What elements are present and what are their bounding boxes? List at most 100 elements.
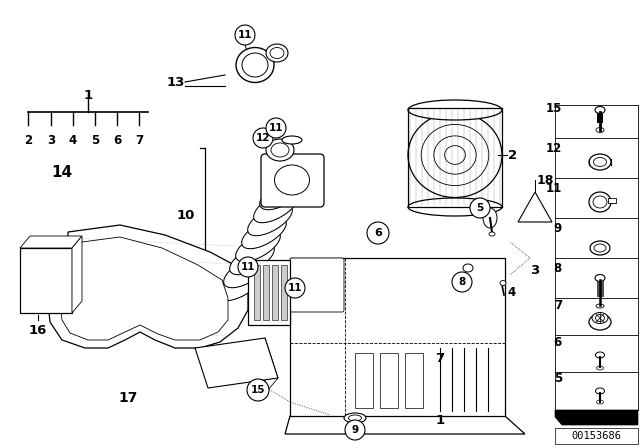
Circle shape [253,128,273,148]
Text: 2: 2 [508,148,517,161]
Ellipse shape [242,217,286,249]
Text: 5: 5 [91,134,99,147]
Ellipse shape [595,352,605,358]
Text: 7: 7 [554,298,562,311]
Ellipse shape [271,143,289,157]
Circle shape [452,272,472,292]
Ellipse shape [489,232,495,236]
Text: 14: 14 [51,164,72,180]
Text: 1: 1 [83,89,93,102]
Text: 15: 15 [546,102,562,115]
Text: 17: 17 [118,391,138,405]
Ellipse shape [236,230,280,262]
Polygon shape [20,236,82,248]
Text: !: ! [532,208,537,218]
Text: 11: 11 [269,123,284,133]
Circle shape [470,198,490,218]
Text: 13: 13 [166,76,185,89]
Ellipse shape [483,208,497,228]
Text: 6: 6 [374,228,382,238]
Text: 9: 9 [351,425,358,435]
Ellipse shape [266,139,294,161]
Polygon shape [195,338,278,388]
Ellipse shape [236,47,274,82]
Ellipse shape [218,269,262,301]
Circle shape [367,222,389,244]
Polygon shape [285,416,525,434]
Text: 15: 15 [251,385,265,395]
Bar [608,198,616,203]
Polygon shape [48,225,248,348]
Bar [281,265,287,320]
Ellipse shape [463,264,473,272]
Ellipse shape [248,204,292,236]
Ellipse shape [596,128,604,133]
Ellipse shape [421,125,489,185]
Ellipse shape [593,158,607,167]
Polygon shape [518,192,552,222]
Text: 18: 18 [536,173,554,186]
Ellipse shape [275,165,310,195]
Ellipse shape [589,192,611,212]
Circle shape [235,25,255,45]
Circle shape [238,257,258,277]
Text: 7: 7 [135,134,143,147]
Text: 6: 6 [113,134,121,147]
Bar [290,258,505,416]
Text: 6: 6 [554,336,562,349]
Ellipse shape [595,314,605,322]
Text: 11: 11 [237,30,252,40]
Text: 8: 8 [458,277,466,287]
Ellipse shape [596,304,604,308]
Circle shape [345,420,365,440]
Text: 3: 3 [47,134,55,147]
Bar [405,353,423,408]
Text: 2: 2 [24,134,32,147]
Text: 3: 3 [531,263,540,276]
Ellipse shape [590,241,610,255]
Ellipse shape [223,256,268,288]
Text: 11: 11 [241,262,255,272]
Text: 00153686: 00153686 [571,431,621,441]
Circle shape [247,379,269,401]
Text: 5: 5 [476,203,484,213]
Ellipse shape [594,244,606,252]
Bar [254,265,260,320]
Ellipse shape [282,136,302,144]
Ellipse shape [589,314,611,330]
Bar [597,281,603,296]
Ellipse shape [408,100,502,120]
Text: 4: 4 [508,285,516,298]
Text: 9: 9 [554,221,562,234]
Text: 12: 12 [256,133,270,143]
Ellipse shape [301,294,319,302]
Text: 16: 16 [29,323,47,336]
Bar [597,113,603,123]
Ellipse shape [500,280,506,285]
Ellipse shape [242,53,268,77]
Bar [248,260,290,325]
Circle shape [285,278,305,298]
Text: 4: 4 [69,134,77,147]
Ellipse shape [596,400,604,404]
Bar [555,428,638,444]
Bar [380,353,398,408]
Polygon shape [60,237,228,340]
Ellipse shape [595,275,605,281]
Ellipse shape [349,415,362,421]
Ellipse shape [253,191,298,223]
Text: 5: 5 [554,371,562,384]
Ellipse shape [595,107,605,113]
Bar [272,265,278,320]
Bar [20,248,72,313]
Ellipse shape [255,275,273,281]
Circle shape [266,118,286,138]
Ellipse shape [596,366,604,370]
Ellipse shape [344,413,366,423]
Text: 10: 10 [177,208,195,221]
Text: 1: 1 [435,414,445,426]
Polygon shape [255,338,278,390]
Ellipse shape [408,112,502,198]
FancyBboxPatch shape [290,258,344,312]
Ellipse shape [593,196,607,208]
